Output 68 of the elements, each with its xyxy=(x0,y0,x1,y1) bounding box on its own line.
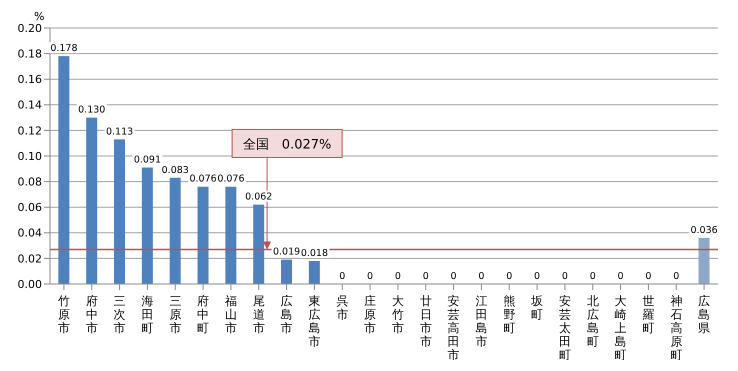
bar xyxy=(253,204,264,284)
data-label: 0 xyxy=(478,271,484,282)
x-tick-label: 三次市 xyxy=(114,294,126,335)
data-label: 0 xyxy=(394,271,401,282)
bar xyxy=(86,118,98,284)
text: 0.08 xyxy=(18,176,42,189)
data-label: 0.091 xyxy=(134,154,162,166)
x-tick-label: 福山市 xyxy=(224,294,237,335)
x-tick-label: 北広島町 xyxy=(586,294,599,348)
text: 0.12 xyxy=(18,124,42,138)
x-tick-label: 大竹市 xyxy=(392,294,404,335)
x-tick-label: 庄原市 xyxy=(364,294,376,335)
x-tick-label: 三原市 xyxy=(169,294,182,335)
x-tick-label: 廿日市市 xyxy=(420,294,432,348)
data-label: 0.130 xyxy=(78,104,106,116)
x-tick-label: 府中町 xyxy=(197,294,210,335)
data-label: 0.178 xyxy=(50,43,78,54)
data-label: 0 xyxy=(422,271,429,282)
bar xyxy=(198,186,209,284)
data-label: 0.083 xyxy=(162,164,189,176)
x-tick-label: 竹原市 xyxy=(58,294,70,335)
x-tick-label: 呉市 xyxy=(336,294,348,322)
data-label: 0 xyxy=(645,271,652,282)
x-tick-label: 海田町 xyxy=(141,294,154,335)
x-tick-label: 江田島市 xyxy=(475,294,488,348)
data-label: 0.062 xyxy=(245,192,272,203)
x-tick-label: 広島市 xyxy=(280,294,293,335)
data-label: 0 xyxy=(673,271,680,282)
text: 0.02 xyxy=(18,252,42,266)
bar xyxy=(308,260,320,284)
x-tick-label: 坂町 xyxy=(530,294,544,322)
x-tick-label: 東広島市 xyxy=(308,294,320,348)
data-label: 0 xyxy=(562,271,568,282)
data-label: 0.076 xyxy=(189,174,217,185)
bar xyxy=(281,260,292,284)
data-label: 0 xyxy=(506,271,512,282)
data-label: 0 xyxy=(367,271,374,282)
x-tick-label: 世羅町 xyxy=(642,294,654,335)
bar xyxy=(170,178,181,284)
text: 0.04 xyxy=(18,226,42,240)
y-axis-title: % xyxy=(34,10,44,23)
bar xyxy=(114,139,126,284)
data-label: 0.036 xyxy=(690,224,718,236)
text: 0.18 xyxy=(18,48,42,61)
x-tick-label: 府中市 xyxy=(86,294,98,335)
text: 0.14 xyxy=(18,98,42,112)
x-tick-label: 広島県 xyxy=(698,294,710,335)
data-label: 0.019 xyxy=(272,246,300,258)
text: 0.10 xyxy=(18,150,42,163)
bar xyxy=(225,186,236,284)
data-label: 0 xyxy=(618,271,624,282)
x-tick-label: 尾道市 xyxy=(252,294,265,335)
bar xyxy=(698,238,710,284)
data-label: 0.113 xyxy=(106,126,134,138)
ref-line-label: 全国 0.027% xyxy=(242,137,332,152)
bar xyxy=(142,168,153,284)
data-label: 0.076 xyxy=(217,174,245,185)
data-label: 0 xyxy=(339,271,346,282)
text: 0.20 xyxy=(18,22,42,35)
data-label: 0.018 xyxy=(300,248,328,259)
data-label: 0 xyxy=(590,271,596,282)
text: 0.16 xyxy=(18,73,42,86)
text: 0.00 xyxy=(18,278,42,291)
bar xyxy=(58,56,70,284)
text: 0.06 xyxy=(18,201,42,214)
data-label: 0 xyxy=(534,271,540,282)
data-label: 0 xyxy=(450,271,457,282)
x-tick-label: 熊野町 xyxy=(503,294,516,335)
